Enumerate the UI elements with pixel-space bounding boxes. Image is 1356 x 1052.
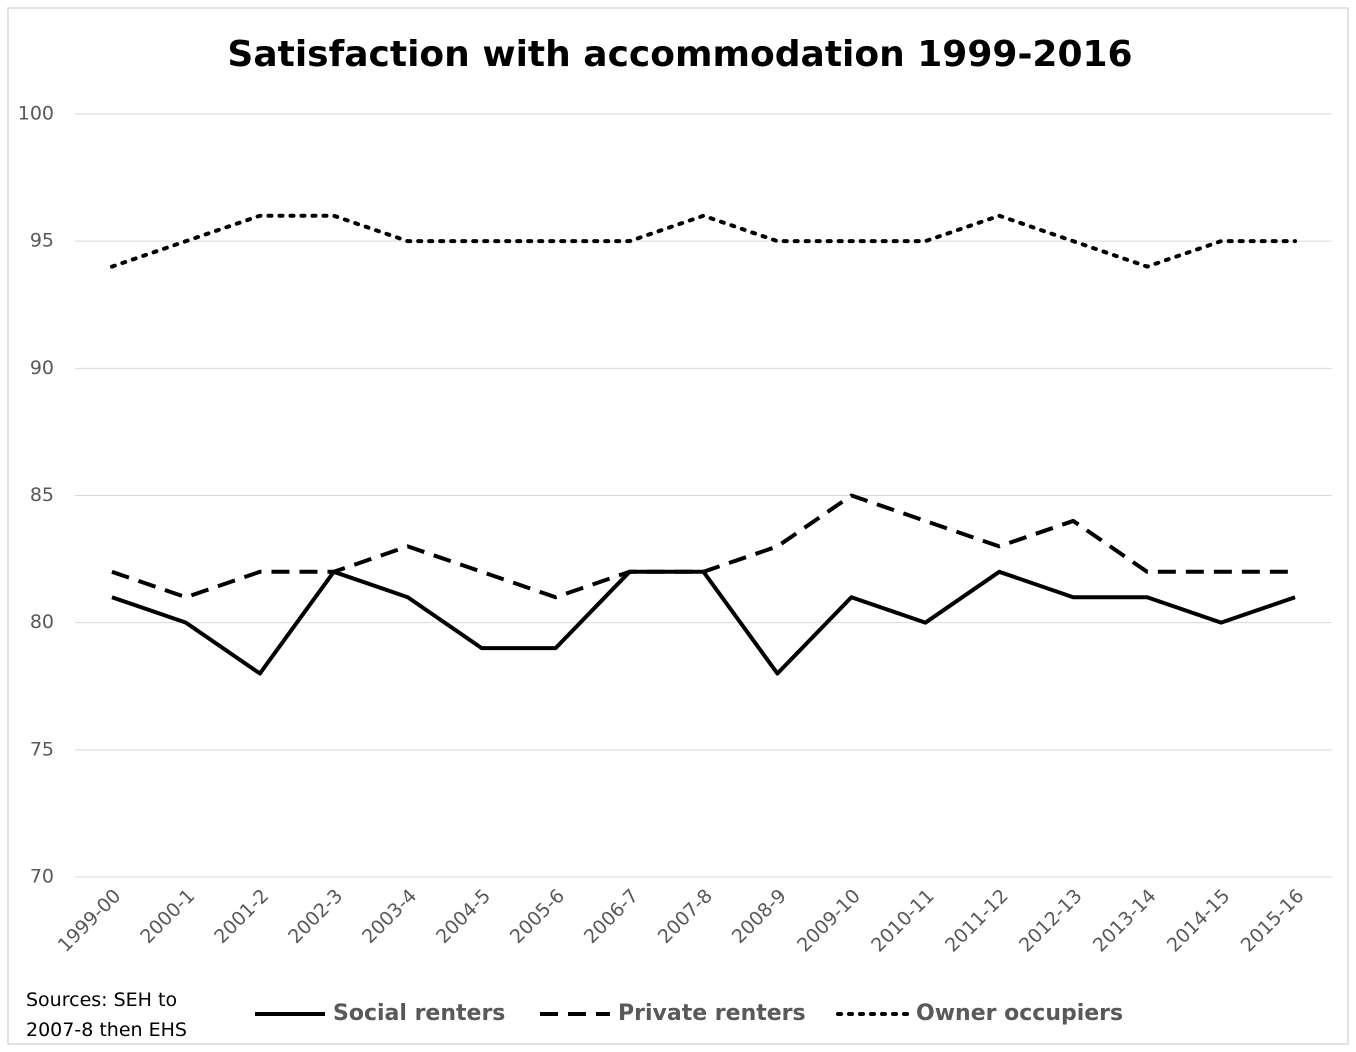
- legend-label: Private renters: [618, 1001, 806, 1026]
- legend-label: Social renters: [333, 1001, 505, 1026]
- series-line: [111, 493, 1296, 600]
- chart-border: [7, 7, 1349, 1045]
- series-line: [109, 213, 1298, 269]
- y-tick-label: 70: [30, 866, 54, 888]
- y-tick-label: 75: [30, 738, 54, 760]
- legend-label: Owner occupiers: [916, 1001, 1123, 1026]
- y-tick-label: 95: [30, 230, 54, 252]
- y-tick-label: 90: [30, 357, 54, 379]
- source-note: Sources: SEH to 2007-8 then EHS: [26, 989, 187, 1041]
- y-tick-label: 85: [30, 484, 54, 506]
- y-tick-label: 80: [30, 611, 54, 633]
- y-tick-label: 100: [18, 103, 54, 125]
- chart-title: Satisfaction with accommodation 1999-201…: [227, 34, 1132, 75]
